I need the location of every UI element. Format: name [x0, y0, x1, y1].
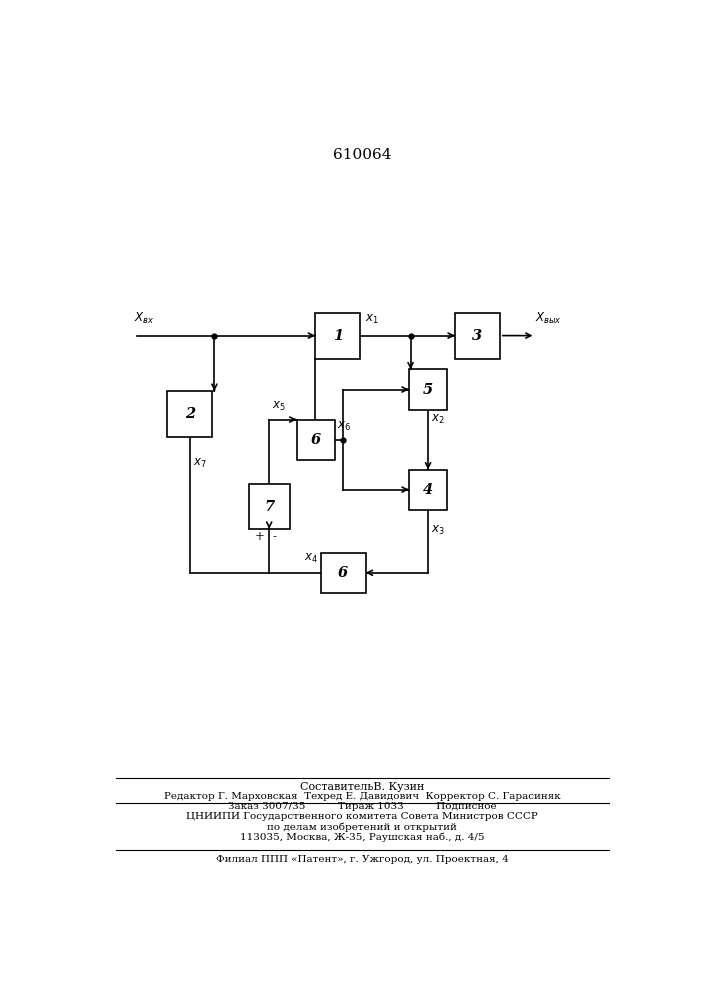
Text: -: - — [273, 530, 276, 543]
FancyBboxPatch shape — [409, 369, 448, 410]
FancyBboxPatch shape — [297, 420, 335, 460]
Text: Редактор Г. Марховская  Техред Е. Давидович  Корректор С. Гарасиняк: Редактор Г. Марховская Техред Е. Давидов… — [164, 792, 561, 801]
Text: $x_4$: $x_4$ — [304, 552, 318, 565]
Text: 5: 5 — [423, 382, 433, 396]
Text: $X_{вх}$: $X_{вх}$ — [134, 311, 154, 326]
Text: +: + — [255, 530, 264, 543]
Text: Заказ 3007/35          Тираж 1033          Подписное: Заказ 3007/35 Тираж 1033 Подписное — [228, 802, 496, 811]
Text: по делам изобретений и открытий: по делам изобретений и открытий — [267, 822, 457, 832]
FancyBboxPatch shape — [455, 312, 500, 359]
Text: 4: 4 — [423, 483, 433, 497]
FancyBboxPatch shape — [249, 484, 290, 529]
Text: $X_{вых}$: $X_{вых}$ — [535, 311, 562, 326]
Text: СоставительВ. Кузин: СоставительВ. Кузин — [300, 782, 424, 792]
FancyBboxPatch shape — [168, 391, 212, 437]
Text: $x_3$: $x_3$ — [431, 524, 445, 537]
Text: $x_5$: $x_5$ — [272, 400, 286, 413]
Text: $x_6$: $x_6$ — [337, 420, 351, 433]
FancyBboxPatch shape — [409, 470, 448, 510]
Text: 3: 3 — [472, 329, 482, 343]
FancyBboxPatch shape — [321, 553, 366, 593]
Text: 6: 6 — [338, 566, 349, 580]
Text: ЦНИИПИ Государственного комитета Совета Министров СССР: ЦНИИПИ Государственного комитета Совета … — [187, 812, 538, 821]
Text: 2: 2 — [185, 407, 195, 421]
Text: 1: 1 — [332, 329, 343, 343]
Text: 6: 6 — [310, 433, 321, 447]
Text: 113035, Москва, Ж-35, Раушская наб., д. 4/5: 113035, Москва, Ж-35, Раушская наб., д. … — [240, 832, 484, 842]
Text: $x_7$: $x_7$ — [193, 456, 206, 470]
Text: $x_2$: $x_2$ — [431, 413, 445, 426]
Text: 610064: 610064 — [333, 148, 392, 162]
Text: Филиал ППП «Патент», г. Ужгород, ул. Проектная, 4: Филиал ППП «Патент», г. Ужгород, ул. Про… — [216, 855, 509, 864]
Text: $x_1$: $x_1$ — [365, 313, 378, 326]
FancyBboxPatch shape — [315, 312, 360, 359]
Text: 7: 7 — [264, 500, 274, 514]
